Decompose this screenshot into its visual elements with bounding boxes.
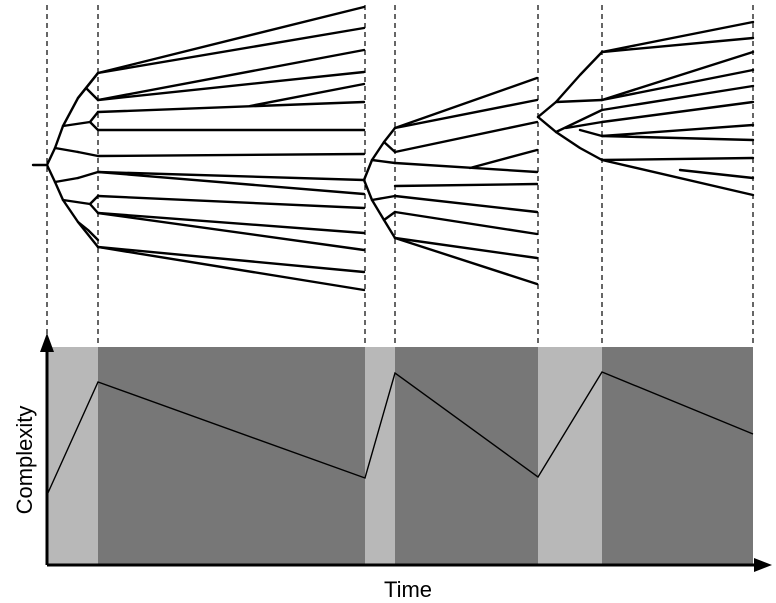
tree-fanout — [96, 100, 366, 114]
band-expansion-2 — [365, 347, 395, 565]
tree-fanout — [600, 36, 755, 54]
branch-tree-2 — [362, 76, 539, 286]
tree-split — [362, 178, 397, 240]
band-expansion-3 — [538, 347, 602, 565]
tree-fanout — [393, 76, 539, 130]
tree-fanout — [248, 82, 366, 108]
tree-split — [382, 140, 397, 154]
tree-fanout — [96, 245, 366, 292]
tree-fanout — [468, 148, 539, 170]
tree-fanout — [600, 156, 755, 162]
tree-fanout — [96, 152, 366, 158]
band-simplification-3 — [602, 347, 753, 565]
tree-split — [536, 50, 604, 119]
tree-split — [554, 98, 604, 104]
tree-split — [88, 120, 100, 132]
tree-fanout — [393, 120, 539, 154]
tree-split — [88, 202, 100, 215]
tree-fanout — [96, 211, 366, 235]
tree-fanout — [393, 182, 539, 188]
branch-tree-3 — [536, 20, 755, 197]
branch-tree-1 — [31, 5, 366, 292]
tree-split — [61, 194, 100, 206]
band-simplification-2 — [395, 347, 538, 565]
tree-fanout — [600, 123, 755, 138]
x-axis-label: Time — [384, 577, 432, 602]
tree-split — [564, 120, 604, 130]
tree-split — [370, 194, 397, 202]
phase-bands — [47, 347, 753, 565]
tree-fanout — [96, 170, 366, 196]
tree-fanout — [600, 100, 755, 124]
tree-split — [370, 158, 397, 165]
tree-split — [53, 146, 80, 154]
tree-fanout — [600, 84, 755, 112]
y-axis-label: Complexity — [12, 406, 37, 515]
tree-fanout — [393, 236, 539, 260]
tree-fanout — [96, 70, 366, 102]
tree-split — [76, 150, 100, 158]
tree-split — [76, 220, 100, 242]
tree-fanout — [600, 134, 755, 142]
tree-fanout — [96, 194, 366, 210]
tree-split — [53, 176, 80, 184]
tree-fanout — [600, 68, 755, 102]
tree-fanout — [600, 50, 755, 102]
tree-fanout — [393, 236, 539, 286]
tree-fanout — [96, 170, 366, 182]
complexity-curve — [46, 371, 754, 496]
tree-split — [554, 108, 604, 134]
tree-split — [536, 115, 604, 162]
tree-fanout — [96, 5, 366, 75]
tree-fanout — [600, 158, 755, 197]
band-expansion-1 — [47, 347, 98, 565]
tree-fanout — [96, 245, 366, 274]
x-axis-arrow — [754, 558, 772, 572]
tree-fanout — [393, 194, 539, 214]
tree-split — [84, 86, 100, 102]
axes — [40, 333, 772, 572]
tree-split — [382, 210, 397, 222]
tree-split — [578, 128, 604, 138]
band-simplification-1 — [98, 347, 365, 565]
tree-fanout — [678, 168, 755, 180]
tree-split — [362, 126, 397, 182]
tree-fanout — [393, 161, 539, 174]
tree-fanout — [96, 26, 366, 75]
tree-fanout — [393, 98, 539, 130]
tree-split — [76, 71, 100, 100]
tree-split — [76, 170, 100, 180]
tree-fanout — [393, 210, 539, 236]
y-axis-arrow — [40, 333, 54, 352]
tree-fanout — [96, 48, 366, 102]
tree-fanout — [600, 20, 755, 54]
tree-fanout — [96, 211, 366, 252]
